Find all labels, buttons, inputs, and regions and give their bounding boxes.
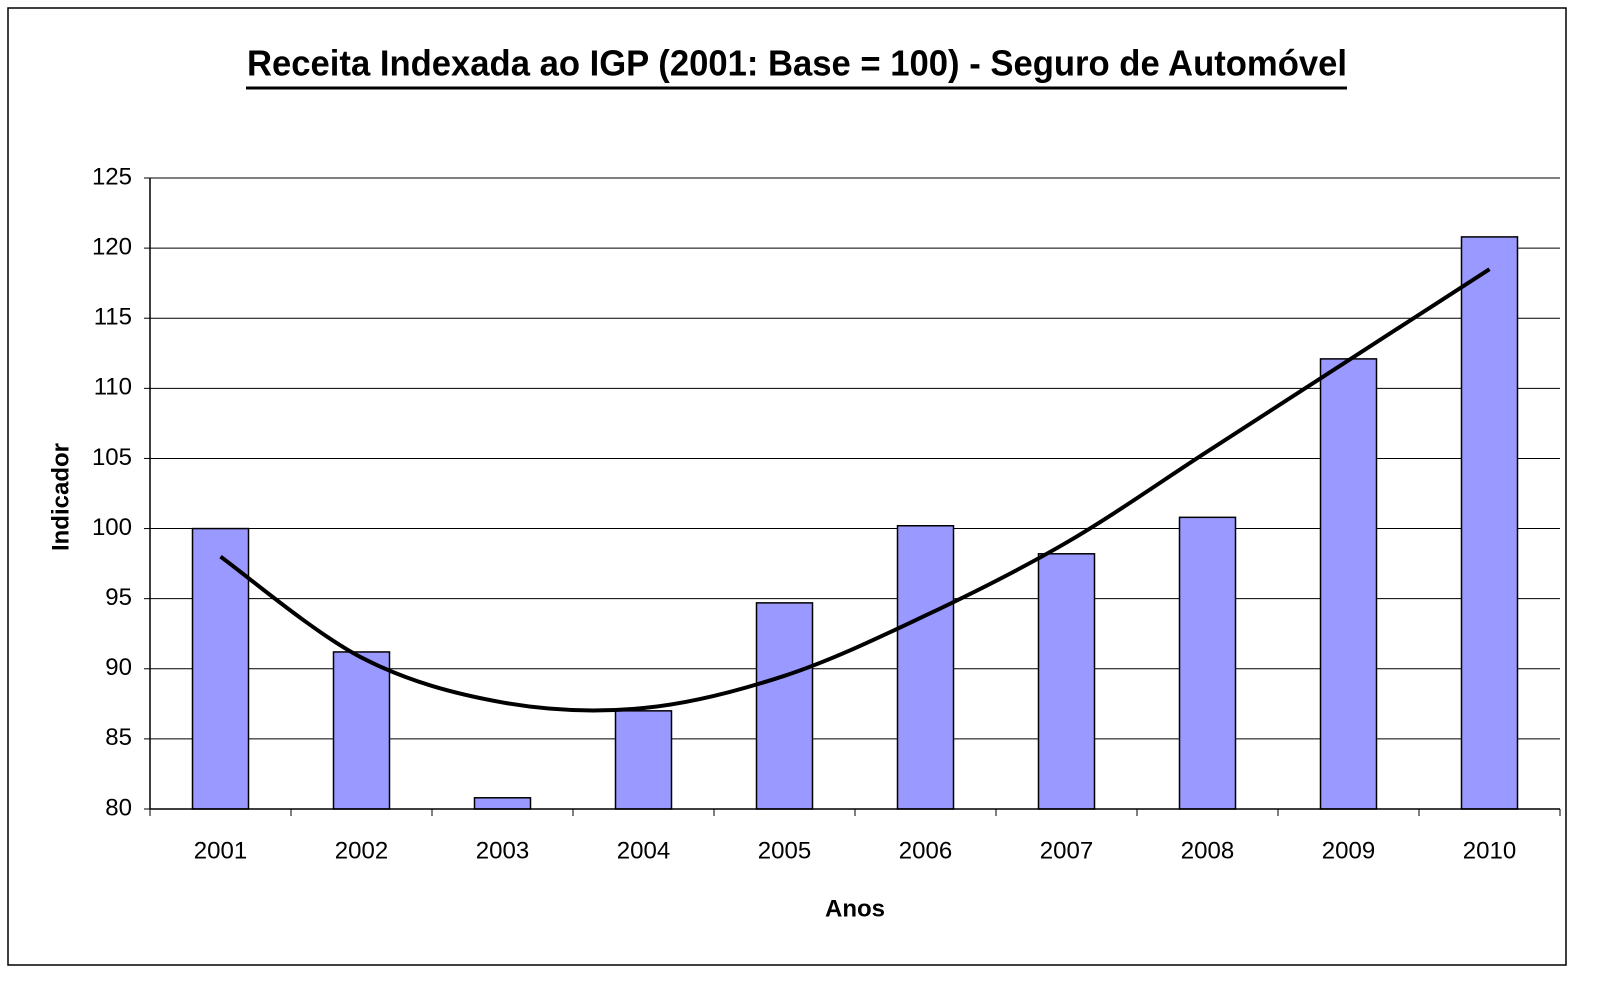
bar (1460, 236, 1519, 810)
x-tick-label: 2007 (1040, 837, 1093, 864)
chart-title: Receita Indexada ao IGP (2001: Base = 10… (247, 43, 1347, 84)
x-tick-label: 2006 (899, 837, 952, 864)
bar (473, 797, 532, 810)
y-tick-label: 110 (94, 374, 132, 401)
x-tick-label: 2003 (476, 837, 529, 864)
bar (191, 527, 250, 810)
y-tick-label: 90 (105, 654, 132, 681)
x-axis-label: Anos (825, 895, 885, 922)
bar (614, 710, 673, 810)
bar (1319, 358, 1378, 810)
x-tick-label: 2004 (617, 837, 670, 864)
x-tick-label: 2005 (758, 837, 811, 864)
bar (896, 525, 955, 810)
y-tick-label: 80 (105, 794, 132, 821)
bar (755, 602, 814, 810)
y-tick-label: 100 (92, 514, 132, 541)
y-tick-label: 85 (105, 724, 132, 751)
trendline (219, 267, 1491, 713)
y-tick-label: 115 (94, 304, 132, 331)
bar (332, 651, 391, 810)
x-tick-label: 2001 (194, 837, 247, 864)
x-tick-label: 2002 (335, 837, 388, 864)
bar (1178, 516, 1237, 810)
bar (1037, 553, 1096, 810)
y-tick-label: 125 (92, 163, 132, 190)
y-tick-label: 120 (92, 233, 132, 260)
x-tick-label: 2008 (1181, 837, 1234, 864)
x-tick-label: 2010 (1463, 837, 1516, 864)
x-tick-label: 2009 (1322, 837, 1375, 864)
y-axis-label: Indicador (47, 443, 74, 551)
y-tick-label: 105 (92, 444, 132, 471)
y-tick-label: 95 (105, 584, 132, 611)
